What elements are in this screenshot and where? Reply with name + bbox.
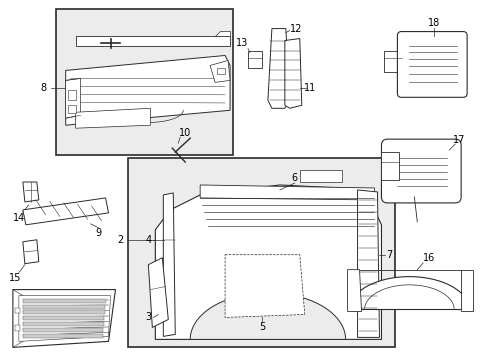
Text: 12: 12 [289, 24, 302, 33]
Text: 10: 10 [179, 128, 191, 138]
Polygon shape [23, 240, 39, 264]
Bar [128, 158, 395, 347]
Text: 2: 2 [117, 235, 123, 245]
Polygon shape [200, 185, 374, 200]
Polygon shape [210, 60, 229, 82]
Text: 14: 14 [13, 213, 25, 223]
Text: 6: 6 [291, 173, 297, 183]
Polygon shape [267, 28, 289, 108]
Polygon shape [215, 31, 229, 36]
Bar [247, 50, 262, 68]
Bar [23, 316, 104, 320]
Text: 15: 15 [9, 273, 21, 283]
Polygon shape [76, 108, 150, 128]
Bar [384, 50, 402, 72]
Bar [217, 68, 224, 75]
Bar [23, 298, 105, 302]
Polygon shape [357, 190, 379, 337]
Bar [67, 90, 76, 100]
Polygon shape [148, 258, 168, 328]
Polygon shape [76, 36, 229, 45]
Polygon shape [23, 198, 108, 225]
Polygon shape [23, 182, 39, 202]
Polygon shape [349, 276, 468, 310]
Bar [15, 307, 20, 314]
Bar [381, 152, 399, 180]
Bar [15, 325, 20, 332]
Text: 9: 9 [95, 228, 102, 238]
Text: 7: 7 [386, 250, 392, 260]
FancyBboxPatch shape [381, 139, 460, 203]
Polygon shape [19, 296, 110, 341]
Polygon shape [155, 185, 381, 339]
Text: 3: 3 [145, 312, 151, 323]
Polygon shape [347, 270, 361, 311]
Polygon shape [13, 289, 115, 347]
Text: 16: 16 [422, 253, 434, 263]
Polygon shape [285, 39, 301, 108]
Text: 8: 8 [41, 84, 47, 93]
Bar [23, 323, 103, 327]
Text: 1: 1 [72, 300, 79, 310]
FancyBboxPatch shape [397, 32, 466, 97]
Bar [299, 170, 341, 182]
Bar [23, 310, 104, 315]
Bar [23, 305, 105, 309]
Bar [67, 105, 76, 113]
Bar [23, 328, 103, 332]
Bar [23, 334, 102, 338]
Bar [56, 9, 233, 155]
Text: 13: 13 [235, 37, 247, 48]
Polygon shape [65, 55, 229, 125]
Polygon shape [190, 293, 345, 339]
Polygon shape [460, 270, 472, 311]
Text: 11: 11 [303, 84, 315, 93]
Text: 4: 4 [145, 235, 151, 245]
Text: 17: 17 [452, 135, 465, 145]
Text: 5: 5 [258, 323, 264, 332]
Polygon shape [163, 193, 175, 336]
Polygon shape [224, 255, 304, 318]
Polygon shape [65, 78, 81, 118]
Text: 18: 18 [427, 18, 440, 28]
